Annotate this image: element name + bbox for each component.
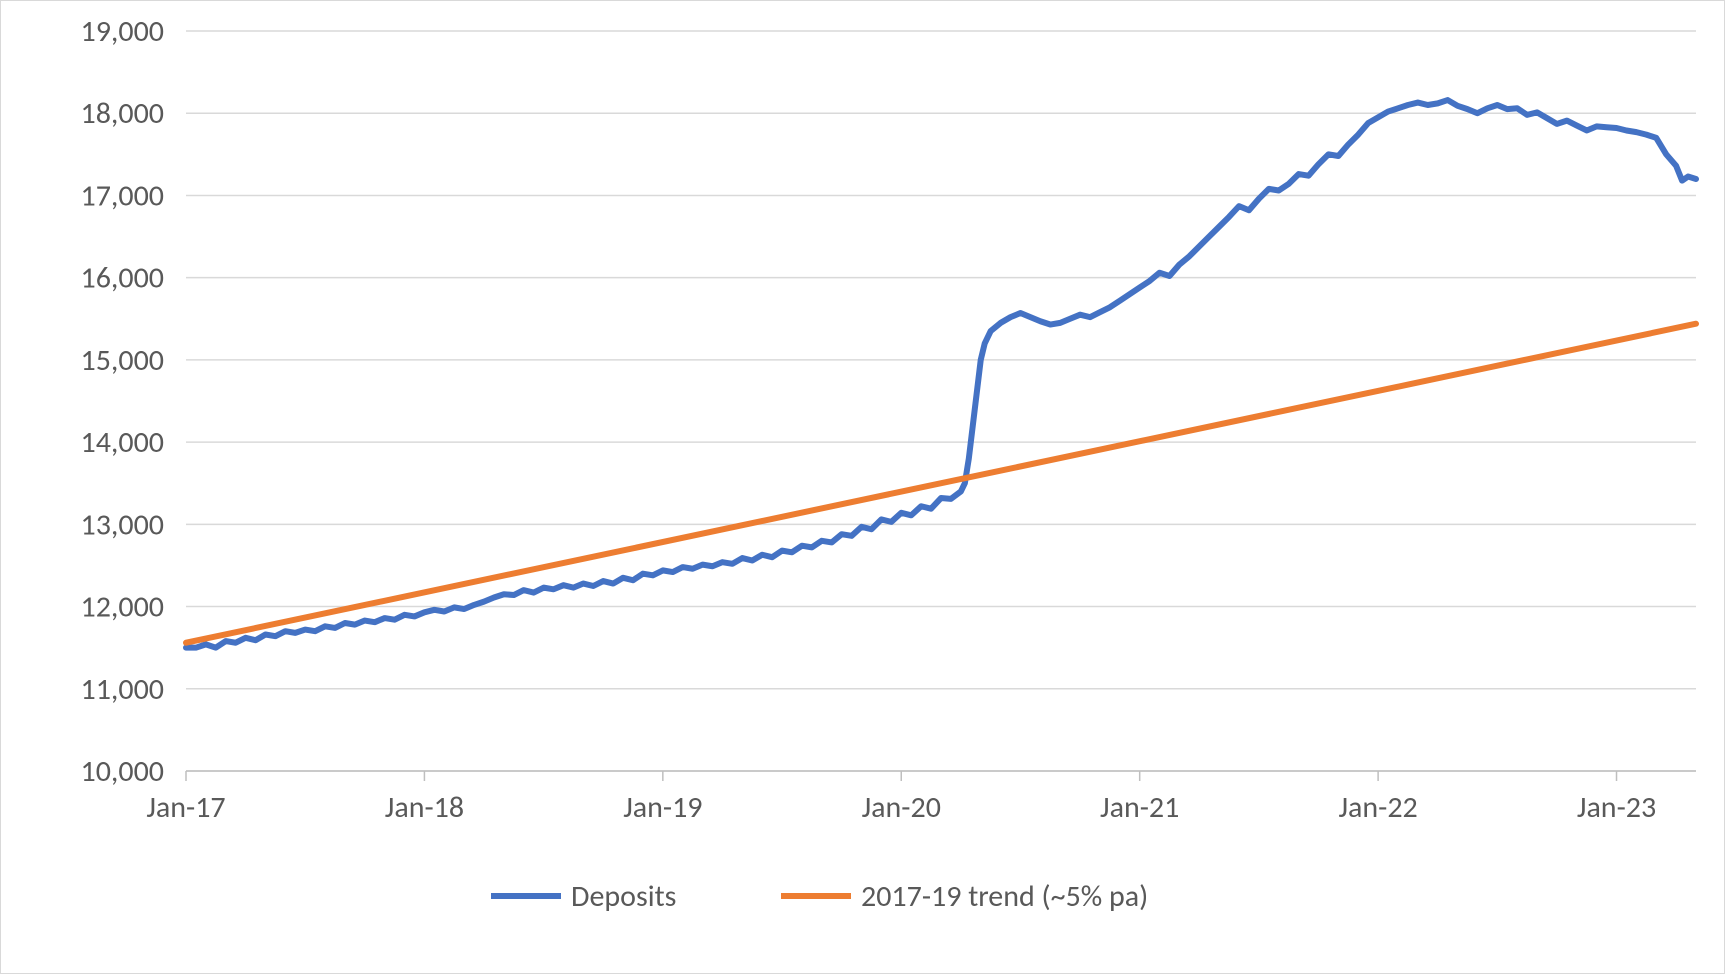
x-tick-label: Jan-21 bbox=[1100, 789, 1179, 826]
y-tick-label: 15,000 bbox=[80, 342, 164, 379]
x-tick-label: Jan-18 bbox=[385, 789, 464, 826]
y-tick-label: 17,000 bbox=[80, 177, 164, 214]
y-tick-label: 11,000 bbox=[80, 671, 164, 708]
y-tick-label: 16,000 bbox=[80, 260, 164, 297]
legend-label: Deposits bbox=[571, 878, 676, 915]
x-tick-label: Jan-22 bbox=[1338, 789, 1417, 826]
legend-label: 2017-19 trend (~5% pa) bbox=[861, 878, 1148, 915]
y-tick-label: 13,000 bbox=[80, 506, 164, 543]
line-chart: 10,000 11,000 12,000 13,000 14,000 15,000 16,0… bbox=[1, 1, 1725, 975]
x-tick-label: Jan-20 bbox=[862, 789, 941, 826]
y-tick-label: 14,000 bbox=[80, 424, 164, 461]
x-tick-label: Jan-23 bbox=[1577, 789, 1656, 826]
x-tick-label: Jan-19 bbox=[623, 789, 702, 826]
chart-container: 10,000 11,000 12,000 13,000 14,000 15,000 16,0… bbox=[0, 0, 1725, 974]
y-tick-label: 19,000 bbox=[80, 13, 164, 50]
series-line bbox=[186, 324, 1696, 643]
y-tick-label: 18,000 bbox=[80, 95, 164, 132]
y-tick-label: 12,000 bbox=[80, 589, 164, 626]
y-tick-label: 10,000 bbox=[80, 753, 164, 790]
x-tick-label: Jan-17 bbox=[146, 789, 225, 826]
